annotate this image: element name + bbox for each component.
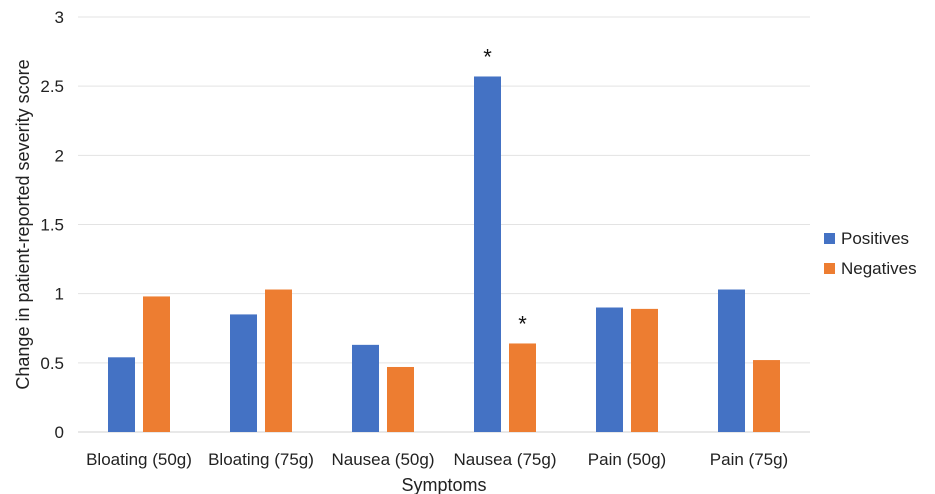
- bar-positives-3: [474, 76, 501, 432]
- y-tick-label: 2: [55, 146, 64, 165]
- x-tick-label: Nausea (50g): [331, 450, 434, 469]
- bar-positives-1: [230, 314, 257, 432]
- bar-positives-0: [108, 357, 135, 432]
- gridlines: [78, 16, 810, 364]
- y-tick-label: 2.5: [40, 77, 64, 96]
- y-axis-title: Change in patient-reported severity scor…: [13, 59, 33, 389]
- bar-negatives-2: [387, 366, 414, 432]
- legend: Positives Negatives: [824, 229, 917, 278]
- annotations: **: [483, 44, 527, 336]
- y-axis-ticks: 0 0.5 1 1.5 2 2.5 3: [40, 8, 64, 442]
- bar-negatives-1: [265, 289, 292, 432]
- y-tick-label: 1.5: [40, 216, 64, 235]
- x-tick-label: Pain (75g): [710, 450, 788, 469]
- bar-positives-5: [718, 289, 745, 432]
- bar-negatives-4: [631, 308, 658, 432]
- y-tick-label: 3: [55, 8, 64, 27]
- x-tick-label: Bloating (75g): [208, 450, 314, 469]
- bar-positives-4: [596, 307, 623, 432]
- legend-label: Negatives: [841, 259, 917, 278]
- x-tick-label: Bloating (50g): [86, 450, 192, 469]
- significance-marker: *: [483, 44, 492, 69]
- legend-swatch-negatives: [824, 263, 835, 274]
- x-tick-label: Nausea (75g): [453, 450, 556, 469]
- x-tick-label: Pain (50g): [588, 450, 666, 469]
- bar-negatives-5: [753, 360, 780, 432]
- bar-negatives-0: [143, 296, 170, 432]
- y-tick-label: 0: [55, 423, 64, 442]
- y-tick-label: 1: [55, 285, 64, 304]
- y-tick-label: 0.5: [40, 354, 64, 373]
- legend-label: Positives: [841, 229, 909, 248]
- bar-negatives-3: [509, 343, 536, 432]
- significance-marker: *: [518, 311, 527, 336]
- legend-swatch-positives: [824, 233, 835, 244]
- x-axis-title: Symptoms: [401, 475, 486, 494]
- bar-positives-2: [352, 344, 379, 432]
- bars: [108, 76, 780, 432]
- x-axis-ticks: Bloating (50g) Bloating (75g) Nausea (50g)…: [86, 450, 788, 469]
